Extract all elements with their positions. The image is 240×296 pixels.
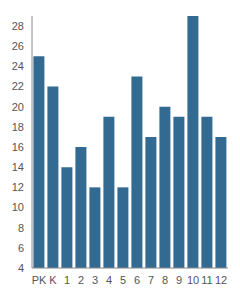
svg-text:6: 6 [134, 274, 140, 286]
svg-text:28: 28 [12, 20, 24, 32]
svg-text:22: 22 [12, 80, 24, 92]
svg-text:10: 10 [12, 201, 24, 213]
svg-text:10: 10 [187, 274, 199, 286]
svg-text:12: 12 [215, 274, 227, 286]
svg-text:4: 4 [18, 262, 24, 274]
svg-text:2: 2 [78, 274, 84, 286]
svg-text:14: 14 [12, 161, 24, 173]
svg-text:7: 7 [148, 274, 154, 286]
svg-text:8: 8 [18, 222, 24, 234]
svg-text:24: 24 [12, 60, 24, 72]
svg-text:5: 5 [120, 274, 126, 286]
svg-text:3: 3 [92, 274, 98, 286]
svg-text:20: 20 [12, 101, 24, 113]
svg-text:11: 11 [201, 274, 212, 286]
svg-text:12: 12 [12, 181, 24, 193]
svg-text:18: 18 [12, 121, 24, 133]
svg-text:PK: PK [32, 274, 47, 286]
svg-text:1: 1 [64, 274, 70, 286]
svg-text:26: 26 [12, 40, 24, 52]
svg-text:K: K [49, 274, 57, 286]
svg-text:9: 9 [176, 274, 182, 286]
svg-text:6: 6 [18, 242, 24, 254]
svg-text:16: 16 [12, 141, 24, 153]
svg-text:4: 4 [106, 274, 112, 286]
svg-text:8: 8 [162, 274, 168, 286]
